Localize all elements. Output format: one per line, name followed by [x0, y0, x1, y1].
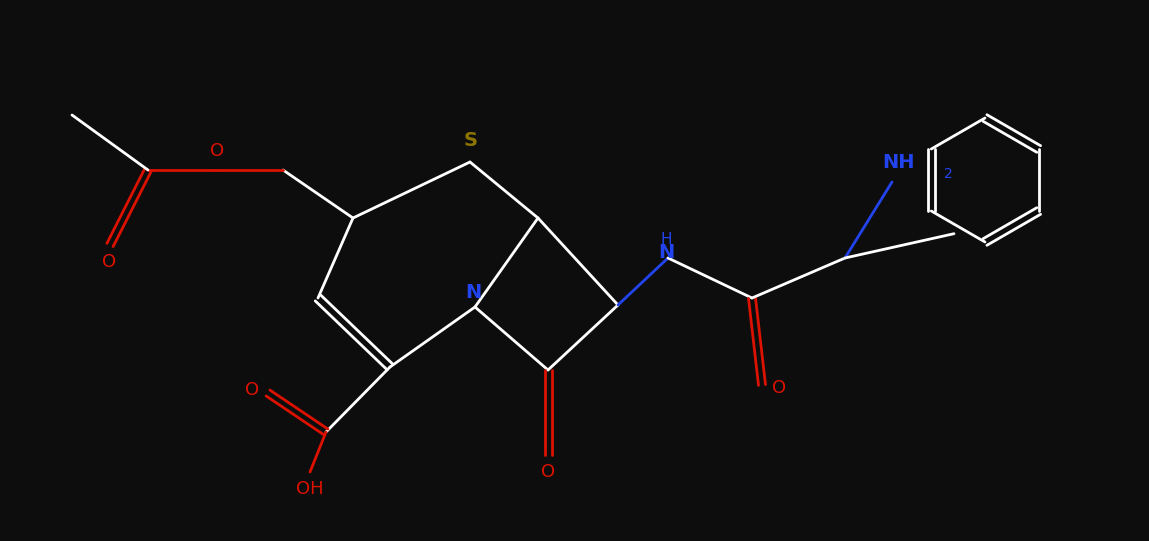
- Text: OH: OH: [296, 480, 324, 498]
- Text: N: N: [465, 282, 481, 301]
- Text: 2: 2: [943, 167, 953, 181]
- Text: O: O: [541, 463, 555, 481]
- Text: O: O: [210, 142, 224, 160]
- Text: NH: NH: [881, 154, 915, 173]
- Text: O: O: [102, 253, 116, 271]
- Text: H: H: [661, 232, 672, 247]
- Text: O: O: [772, 379, 786, 397]
- Text: N: N: [658, 243, 674, 262]
- Text: O: O: [245, 381, 259, 399]
- Text: S: S: [464, 130, 478, 149]
